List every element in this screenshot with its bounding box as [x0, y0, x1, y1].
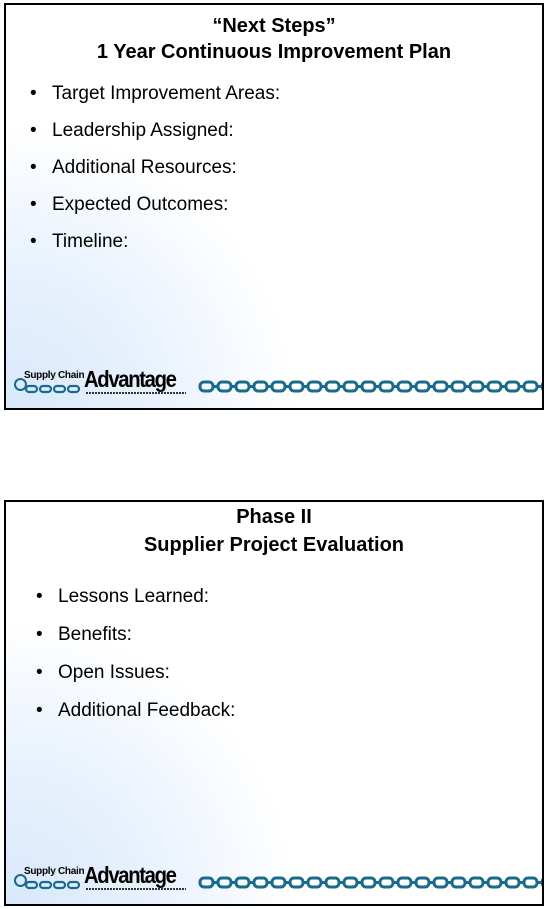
title-line-2: Supplier Project Evaluation — [143, 534, 405, 556]
bullet-dot: • — [30, 157, 37, 178]
bullet-dot: • — [36, 586, 43, 607]
bullet-item: • Benefits: — [36, 624, 235, 662]
slide-next-steps: “Next Steps” 1 Year Continuous Improveme… — [4, 3, 544, 410]
bullet-dot: • — [36, 624, 43, 645]
bullet-dot: • — [36, 700, 43, 721]
bullet-item: • Expected Outcomes: — [30, 194, 280, 231]
logo-tagline-decoration — [86, 888, 186, 890]
slide-title: Phase II Supplier Project Evaluation — [6, 503, 542, 559]
supply-chain-advantage-logo: Supply Chain Advantage — [14, 366, 542, 400]
slide-phase-two: Phase II Supplier Project Evaluation • Le… — [4, 500, 544, 906]
slide-title: “Next Steps” 1 Year Continuous Improveme… — [6, 13, 542, 65]
logo-small-text: Supply Chain — [24, 370, 85, 381]
bullet-text: Lessons Learned: — [58, 586, 210, 607]
logo-q-icon — [14, 874, 27, 887]
supply-chain-advantage-logo: Supply Chain Advantage — [14, 862, 542, 896]
bullet-item: • Open Issues: — [36, 662, 235, 700]
bullet-list: • Target Improvement Areas: • Leadership A… — [30, 83, 280, 268]
bullet-item: • Additional Feedback: — [36, 700, 235, 738]
logo-large-text: Advantage — [84, 366, 177, 392]
bullet-dot: • — [30, 194, 37, 215]
bullet-dot: • — [30, 231, 37, 252]
chain-link-icon — [24, 380, 542, 394]
bullet-dot: • — [36, 662, 43, 683]
bullet-item: • Target Improvement Areas: — [30, 83, 280, 120]
bullet-text: Leadership Assigned: — [52, 120, 234, 141]
bullet-dot: • — [30, 120, 37, 141]
bullet-text: Additional Resources: — [52, 157, 237, 178]
logo-q-icon — [14, 378, 27, 391]
bullet-dot: • — [30, 83, 37, 104]
bullet-text: Additional Feedback: — [58, 700, 236, 721]
title-line-1: Phase II — [236, 506, 312, 528]
bullet-text: Target Improvement Areas: — [52, 83, 281, 104]
bullet-text: Benefits: — [58, 624, 132, 645]
title-line-1: “Next Steps” — [212, 15, 336, 37]
bullet-item: • Timeline: — [30, 231, 280, 268]
bullet-item: • Leadership Assigned: — [30, 120, 280, 157]
bullet-list: • Lessons Learned: • Benefits: • Open Issue… — [36, 586, 235, 738]
logo-large-text: Advantage — [84, 862, 177, 888]
bullet-item: • Additional Resources: — [30, 157, 280, 194]
logo-tagline-decoration — [86, 392, 186, 394]
bullet-text: Open Issues: — [58, 662, 170, 683]
title-line-2: 1 Year Continuous Improvement Plan — [96, 41, 452, 63]
bullet-text: Timeline: — [52, 231, 129, 252]
chain-link-icon — [24, 876, 542, 890]
logo-small-text: Supply Chain — [24, 866, 85, 877]
bullet-text: Expected Outcomes: — [52, 194, 229, 215]
bullet-item: • Lessons Learned: — [36, 586, 235, 624]
